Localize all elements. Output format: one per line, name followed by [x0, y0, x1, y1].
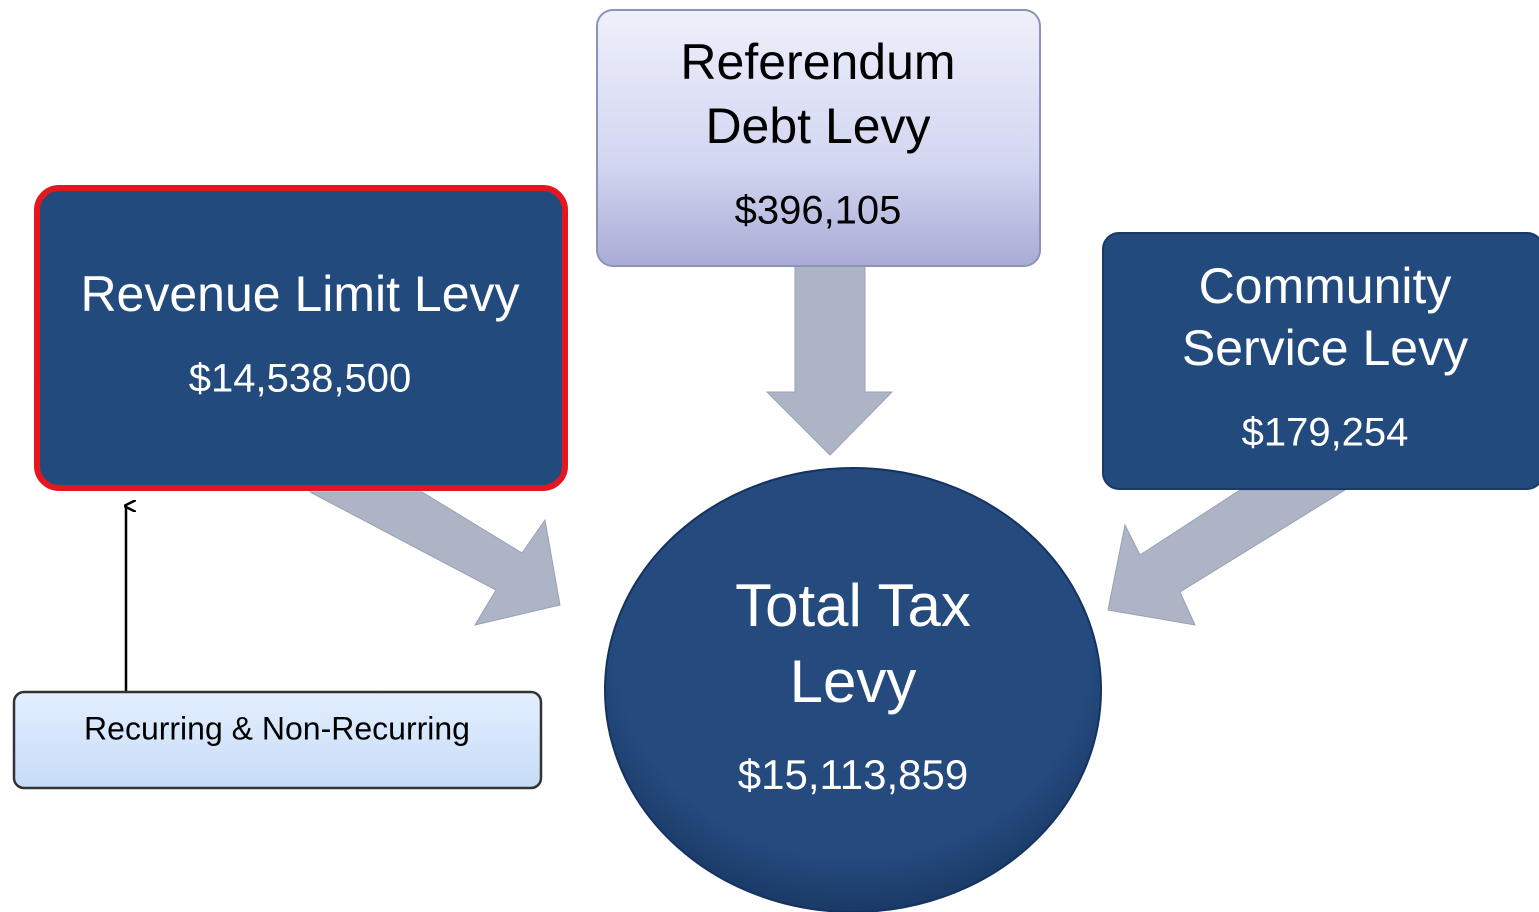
arrow-right — [1107, 489, 1347, 626]
node-label: Debt Levy — [705, 98, 930, 154]
arrow-left — [309, 491, 561, 626]
community-box — [1102, 232, 1539, 490]
node-label: Revenue Limit Levy — [80, 266, 519, 322]
node-label: Community — [1199, 258, 1452, 314]
node-amount: $15,113,859 — [738, 751, 968, 798]
node-amount: $14,538,500 — [189, 357, 411, 401]
node-label: Levy — [790, 648, 917, 715]
referendum-box — [596, 9, 1041, 267]
node-label: Service Levy — [1182, 320, 1468, 376]
node-label: Referendum — [680, 34, 955, 90]
node-label: Total Tax — [735, 572, 971, 639]
node-amount: $396,105 — [735, 189, 902, 233]
arrow-down — [765, 265, 894, 456]
total-circle — [604, 467, 1102, 912]
note-label: Recurring & Non-Recurring — [84, 710, 470, 746]
note-box — [12, 690, 543, 790]
revenue-box — [34, 185, 568, 491]
node-amount: $179,254 — [1242, 411, 1409, 455]
